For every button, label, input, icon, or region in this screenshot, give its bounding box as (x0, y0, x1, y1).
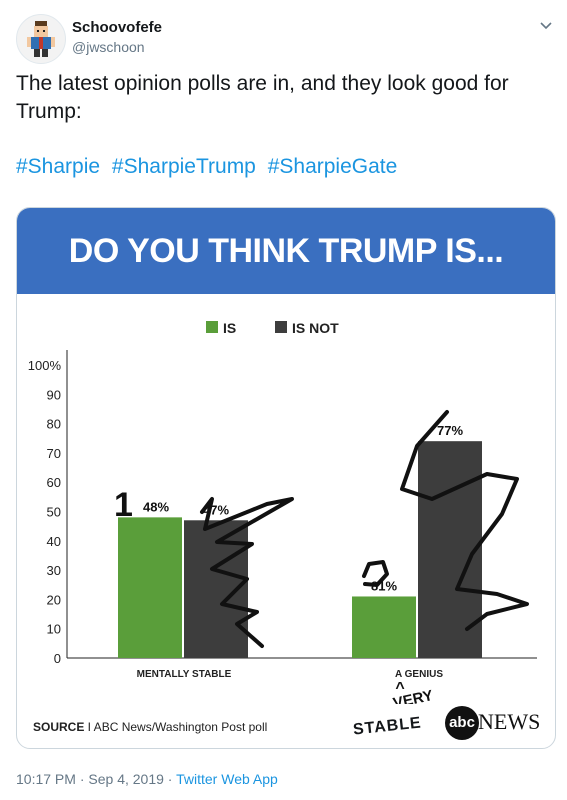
y-tick-label: 30 (47, 563, 61, 578)
author-name[interactable]: Schoovofefe (72, 19, 163, 36)
bar-value-label: 48% (143, 499, 169, 514)
meta-separator: · (163, 771, 177, 787)
y-tick-label: 40 (47, 534, 61, 549)
y-tick-label: 10 (47, 622, 61, 637)
source-label: SOURCE (33, 720, 85, 734)
tweet-image[interactable]: DO YOU THINK TRUMP IS... IS IS NOT 0 10 20… (16, 207, 556, 749)
scribble-word-stable: STABLE (352, 714, 423, 739)
author-handle[interactable]: @jwschoon (72, 39, 145, 55)
bar-is-not (418, 441, 482, 658)
y-tick-labels: 0 10 20 30 40 50 60 70 80 90 100% (28, 358, 62, 666)
y-tick-label: 100% (28, 358, 62, 373)
legend-swatch-is-not (275, 321, 287, 333)
meta-separator: · (75, 771, 89, 787)
news-logo-text: NEWS (478, 709, 541, 734)
sharpie-scribbles (200, 410, 529, 648)
hashtag-link[interactable]: #Sharpie (16, 155, 101, 178)
chart-banner: DO YOU THINK TRUMP IS... (17, 208, 555, 294)
y-tick-label: 80 (47, 417, 61, 432)
scribble-over-81 (362, 560, 389, 587)
tweet-time[interactable]: 10:17 PM (16, 771, 76, 787)
chevron-down-icon[interactable] (538, 18, 554, 34)
scribble-caret: ^ (395, 680, 404, 697)
bar-value-label: 77% (437, 423, 463, 438)
bars (118, 441, 482, 658)
chart-title: DO YOU THINK TRUMP IS... (68, 232, 504, 270)
hashtag-list: #Sharpie #SharpieTrump #SharpieGate (16, 155, 403, 179)
tweet-date[interactable]: Sep 4, 2019 (88, 771, 164, 787)
scribble-over-mentally-stable (200, 497, 294, 648)
y-tick-label: 60 (47, 475, 61, 490)
scribble-digit: 1 (114, 486, 133, 524)
abc-logo: abc (445, 706, 479, 740)
hashtag-link[interactable]: #SharpieTrump (111, 155, 256, 178)
y-tick-label: 0 (54, 651, 61, 666)
y-tick-label: 90 (47, 387, 61, 402)
legend-label-is: IS (223, 320, 236, 336)
bar-is (118, 517, 182, 658)
scribble-over-genius (400, 410, 529, 631)
legend-swatch-is (206, 321, 218, 333)
tweet-source-app[interactable]: Twitter Web App (176, 771, 278, 787)
category-label-genius: A GENIUS (395, 669, 443, 680)
hashtag-link[interactable]: #SharpieGate (267, 155, 398, 178)
pixel-person-avatar-icon (27, 21, 55, 57)
bar-is (352, 596, 416, 658)
chart-source: SOURCE I ABC News/Washington Post poll (33, 720, 267, 734)
tweet-text: The latest opinion polls are in, and the… (16, 72, 509, 123)
source-text: I ABC News/Washington Post poll (84, 720, 268, 734)
y-tick-label: 50 (47, 505, 61, 520)
avatar[interactable] (16, 14, 66, 64)
tweet-meta: 10:17 PM · Sep 4, 2019 · Twitter Web App (16, 771, 278, 787)
category-label-mentally-stable: MENTALLY STABLE (137, 669, 232, 680)
y-tick-label: 70 (47, 446, 61, 461)
legend-label-is-not: IS NOT (292, 320, 339, 336)
y-tick-label: 20 (47, 592, 61, 607)
